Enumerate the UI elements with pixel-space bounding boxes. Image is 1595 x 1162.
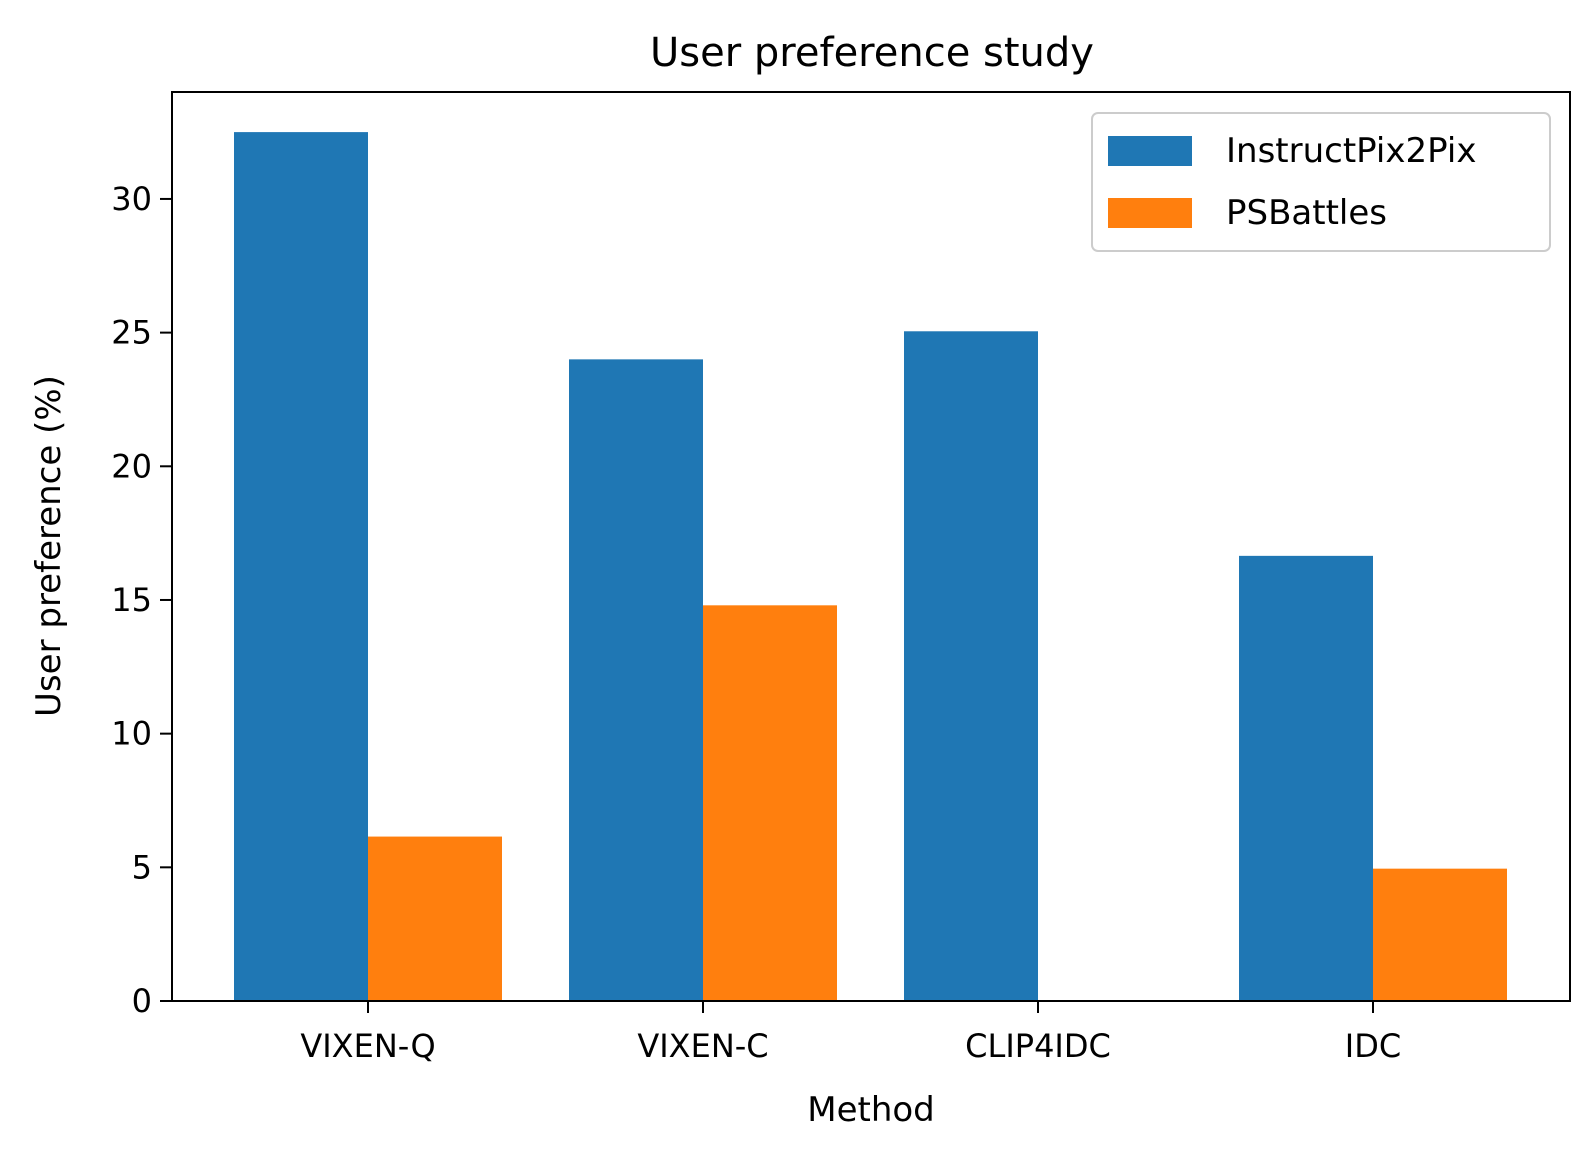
- y-tick-label: 10: [111, 715, 152, 753]
- legend-swatch-psbattles: [1108, 198, 1192, 228]
- x-tick-label: VIXEN-C: [637, 1027, 768, 1065]
- chart-title: User preference study: [650, 30, 1094, 76]
- x-tick-label: CLIP4IDC: [965, 1027, 1111, 1065]
- legend-label-psbattles: PSBattles: [1226, 193, 1387, 233]
- y-tick-label: 25: [111, 314, 152, 352]
- y-tick-label: 0: [132, 982, 152, 1020]
- x-axis-label: Method: [807, 1090, 935, 1130]
- bar-psbattles-vixen-c: [703, 605, 837, 1001]
- bar-instructpix2pix-vixen-q: [234, 132, 368, 1002]
- bar-psbattles-vixen-q: [368, 836, 502, 1001]
- y-axis-label: User preference (%): [29, 375, 69, 717]
- y-axis: 0 5 10 15 20 25 30: [111, 180, 172, 1020]
- y-tick-label: 30: [111, 180, 152, 218]
- bar-instructpix2pix-clip4idc: [904, 331, 1038, 1001]
- x-axis: VIXEN-Q VIXEN-C CLIP4IDC IDC: [300, 1001, 1401, 1065]
- bar-psbattles-idc: [1373, 868, 1507, 1001]
- legend: InstructPix2Pix PSBattles: [1091, 112, 1551, 252]
- bar-instructpix2pix-idc: [1239, 555, 1373, 1001]
- bar-instructpix2pix-vixen-c: [569, 359, 703, 1002]
- y-tick-label: 5: [132, 848, 152, 886]
- bars-layer: [234, 132, 1507, 1002]
- legend-swatch-instructpix2pix: [1108, 136, 1192, 166]
- plot-frame: [171, 91, 1571, 1002]
- legend-label-instructpix2pix: InstructPix2Pix: [1226, 131, 1476, 171]
- y-tick-label: 15: [111, 581, 152, 619]
- x-tick-label: VIXEN-Q: [300, 1027, 435, 1065]
- y-tick-label: 20: [111, 447, 152, 485]
- x-tick-label: IDC: [1345, 1027, 1401, 1065]
- legend-box: [1091, 112, 1551, 252]
